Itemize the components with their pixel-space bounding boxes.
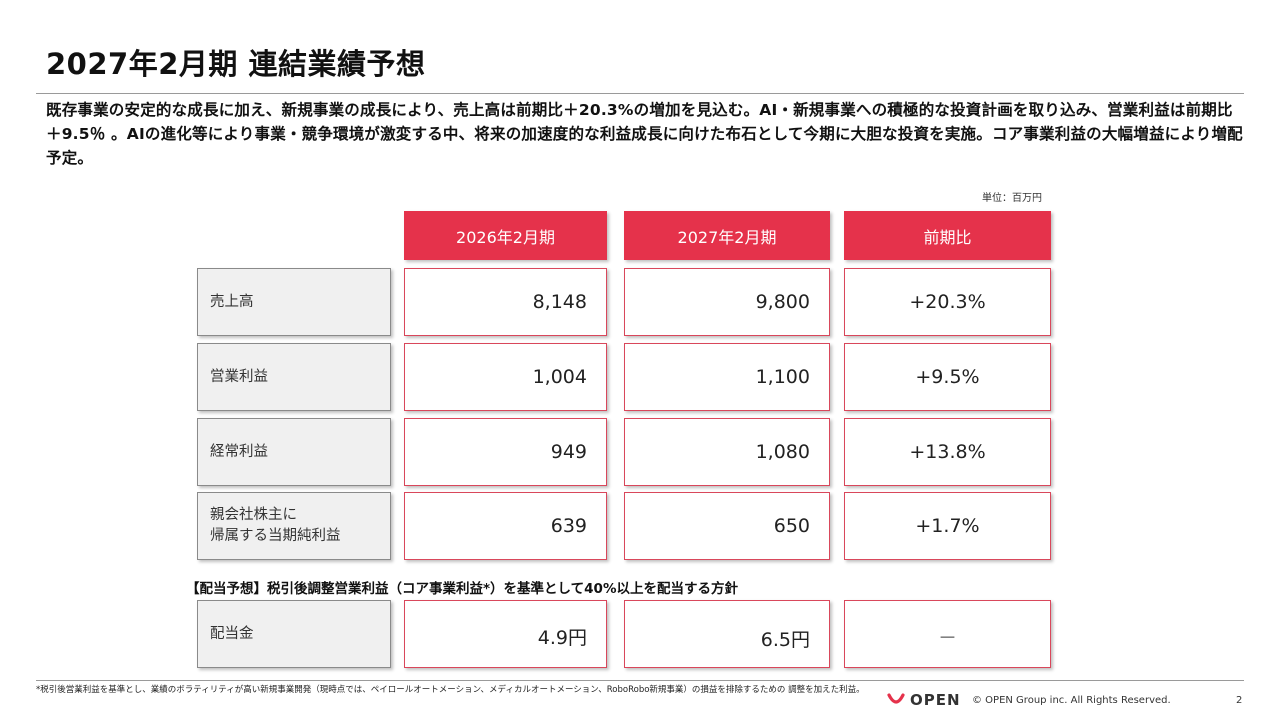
header-yoy: 前期比 [844, 211, 1051, 260]
page-number: 2 [1236, 695, 1243, 706]
net-income-fy2027: 650 [624, 492, 830, 560]
sales-fy2026: 8,148 [404, 268, 607, 336]
header-fy2027: 2027年2月期 [624, 211, 830, 260]
net-income-yoy: +1.7% [844, 492, 1051, 560]
dividend-policy: 【配当予想】税引後調整営業利益（コア事業利益*）を基準として40%以上を配当する… [186, 581, 738, 597]
copyright: © OPEN Group inc. All Rights Reserved. [972, 695, 1171, 706]
header-fy2026: 2026年2月期 [404, 211, 607, 260]
ordinary-profit-fy2026: 949 [404, 418, 607, 486]
sales-yoy: +20.3% [844, 268, 1051, 336]
footnote: *税引後営業利益を基準とし、業績のボラティリティが高い新規事業開発（現時点では、… [36, 685, 865, 695]
company-logo: OPEN [885, 691, 961, 709]
ordinary-profit-fy2027: 1,080 [624, 418, 830, 486]
row-label-operating-profit: 営業利益 [197, 343, 391, 411]
net-income-label-line2: 帰属する当期純利益 [210, 528, 341, 544]
row-label-sales: 売上高 [197, 268, 391, 336]
dividend-yoy: － [844, 600, 1051, 668]
page-title: 2027年2月期 連結業績予想 [46, 47, 426, 81]
ordinary-profit-yoy: +13.8% [844, 418, 1051, 486]
logo-text: OPEN [910, 691, 961, 709]
sales-fy2027: 9,800 [624, 268, 830, 336]
row-label-net-income: 親会社株主に 帰属する当期純利益 [197, 492, 391, 560]
title-divider [36, 93, 1244, 94]
row-label-ordinary-profit: 経常利益 [197, 418, 391, 486]
dividend-fy2027: 6.5円 [624, 600, 830, 668]
operating-profit-fy2027: 1,100 [624, 343, 830, 411]
net-income-label-line1: 親会社株主に [210, 507, 297, 523]
lead-summary: 既存事業の安定的な成長に加え、新規事業の成長により、売上高は前期比＋20.3%の… [46, 101, 1243, 167]
open-logo-icon [887, 693, 905, 704]
operating-profit-yoy: +9.5% [844, 343, 1051, 411]
dividend-fy2026: 4.9円 [404, 600, 607, 668]
unit-label: 単位：百万円 [982, 193, 1042, 204]
row-label-dividend: 配当金 [197, 600, 391, 668]
footer-divider [36, 680, 1244, 681]
operating-profit-fy2026: 1,004 [404, 343, 607, 411]
net-income-fy2026: 639 [404, 492, 607, 560]
